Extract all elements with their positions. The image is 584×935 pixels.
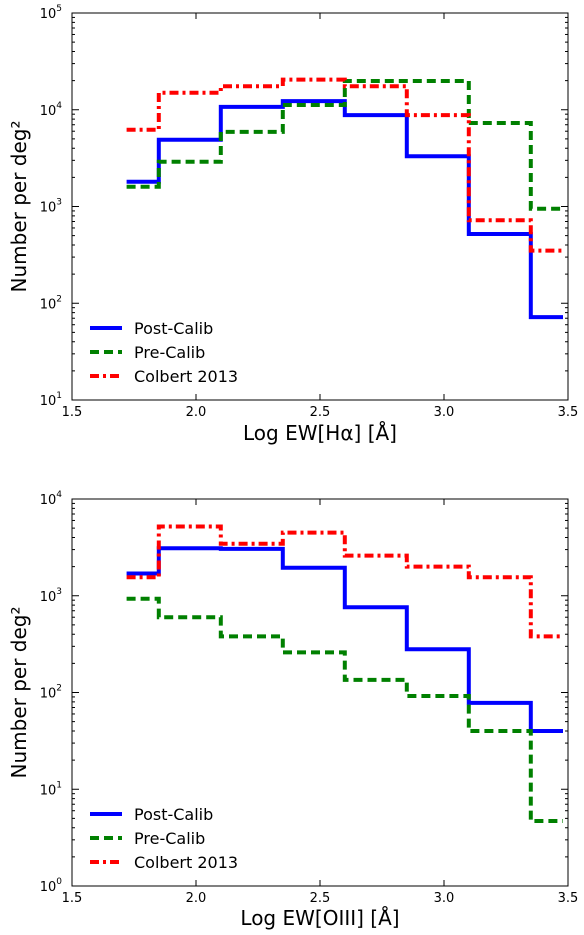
chart-panel-1: 1.5 2.0 2.5 3.0 3.5 101 102 103 104 105 Log EW[Hα]…: [7, 4, 578, 445]
chart-panel-2: 1.5 2.0 2.5 3.0 3.5 100 101 102 103 104 Log EW[OII…: [7, 490, 578, 930]
x-tick-label: 2.0: [186, 891, 207, 906]
y-tick-label: 103: [40, 587, 62, 605]
y-tick-label: 103: [40, 198, 62, 216]
legend-label: Pre-Calib: [134, 829, 205, 848]
legend-label: Post-Calib: [134, 805, 213, 824]
y-tick-label: 102: [40, 294, 62, 312]
plot-frame: [71, 12, 569, 401]
series-line-pre-calib: [126, 79, 563, 211]
x-tick-label: 3.5: [558, 891, 579, 906]
x-tick-label: 1.5: [62, 405, 83, 420]
legend-label: Colbert 2013: [134, 853, 238, 872]
y-tick-label: 105: [40, 4, 62, 22]
x-tick-label: 1.5: [62, 891, 83, 906]
x-tick-label: 2.5: [310, 405, 331, 420]
y-axis-title: Number per deg²: [7, 607, 31, 779]
y-tick-label: 101: [40, 391, 62, 409]
y-tick-label: 101: [40, 780, 62, 798]
y-tick-label: 102: [40, 684, 62, 702]
x-tick-label: 3.0: [434, 891, 455, 906]
y-tick-label: 100: [40, 877, 63, 895]
x-tick-label: 2.5: [310, 891, 331, 906]
x-axis-title: Log EW[Hα] [Å]: [243, 421, 397, 445]
y-tick-label: 104: [40, 490, 63, 508]
y-axis-title: Number per deg²: [7, 121, 31, 293]
legend-label: Pre-Calib: [134, 343, 205, 362]
series-line-post-calib: [126, 99, 563, 320]
x-tick-label: 3.0: [434, 405, 455, 420]
series-line-colbert-2013: [126, 77, 563, 253]
series-line-colbert-2013: [126, 524, 563, 639]
y-tick-label: 104: [40, 101, 63, 119]
x-tick-label: 3.5: [558, 405, 579, 420]
legend-label: Colbert 2013: [134, 367, 238, 386]
legend-label: Post-Calib: [134, 319, 213, 338]
plot-frame: [71, 498, 569, 887]
x-tick-label: 2.0: [186, 405, 207, 420]
series-line-post-calib: [126, 546, 563, 733]
x-axis-title: Log EW[OIII] [Å]: [240, 906, 399, 930]
series-line-pre-calib: [126, 596, 563, 823]
